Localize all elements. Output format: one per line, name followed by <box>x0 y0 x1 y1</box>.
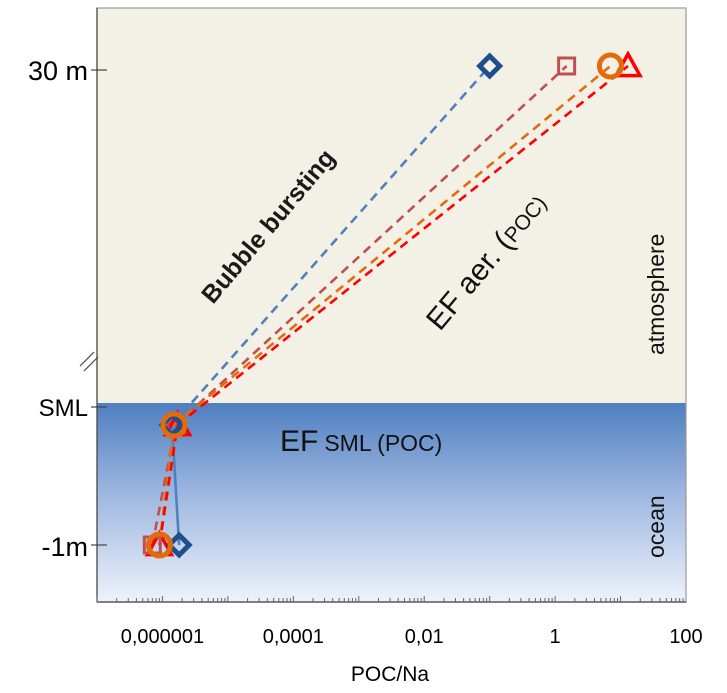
x-axis-label: POC/Na <box>351 663 430 686</box>
y-label-deep: -1m <box>42 532 89 562</box>
y-label-air: 30 m <box>28 56 88 86</box>
series-line-air-diamond <box>171 65 491 426</box>
series-line-air-triangle <box>176 64 629 427</box>
x-axis: 0,000001 0,0001 0,01 1 100 POC/Na <box>96 596 703 686</box>
atmosphere-background <box>97 8 686 403</box>
marker-diamond-air <box>476 52 504 80</box>
atmosphere-label: atmosphere <box>643 234 669 355</box>
x-tick-label: 100 <box>669 626 702 648</box>
axis-break-mark <box>79 351 95 367</box>
series-line-air-square <box>174 65 568 426</box>
axis-break-mark <box>83 356 99 372</box>
marker-circle-deep <box>145 531 173 559</box>
ef-sml-sub-label: SML (POC) <box>324 430 442 456</box>
x-tick-label: 1 <box>550 626 561 648</box>
x-minor-ticks <box>96 596 684 602</box>
x-tick-label: 0,01 <box>405 626 444 648</box>
ocean-background <box>97 403 686 602</box>
series-line-ocean-square <box>151 424 178 546</box>
y-axis: 30 m SML -1m <box>28 8 107 602</box>
series-line-ocean-diamond <box>170 424 181 546</box>
series-line-air-circle <box>173 64 612 427</box>
series-line-ocean-triangle <box>158 424 179 546</box>
x-tick-label: 0,0001 <box>263 626 324 648</box>
x-tick-label: 0,000001 <box>121 626 204 648</box>
marker-square-air <box>557 56 577 76</box>
y-label-sml: SML <box>39 395 88 422</box>
marker-circle-air <box>596 52 624 80</box>
ocean-label: ocean <box>643 495 669 558</box>
marker-circle-sml <box>160 411 188 439</box>
ef-sml-label: EF SML (POC) <box>280 425 442 458</box>
